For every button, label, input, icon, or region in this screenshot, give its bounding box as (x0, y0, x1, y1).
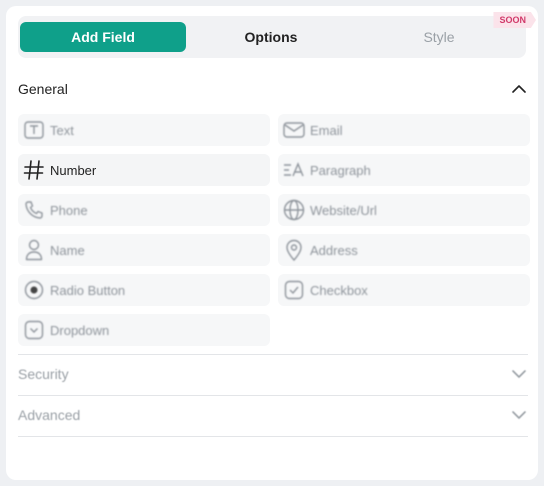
person-icon (22, 238, 46, 262)
paragraph-icon (282, 158, 306, 182)
field-radio-button[interactable]: Radio Button (18, 274, 270, 306)
field-label: Phone (50, 202, 88, 218)
location-pin-icon (282, 238, 306, 262)
field-number[interactable]: Number (18, 154, 270, 186)
tab-style[interactable]: Style (423, 29, 455, 45)
globe-icon (282, 198, 306, 222)
general-section-header[interactable]: General (18, 69, 526, 109)
chevron-up-icon (512, 85, 526, 93)
checkbox-icon (282, 278, 306, 302)
field-label: Text (50, 122, 74, 138)
security-section-title: Security (18, 366, 69, 382)
field-label: Website/Url (310, 202, 377, 218)
security-section-header[interactable]: Security (18, 354, 526, 394)
advanced-section-header[interactable]: Advanced (18, 395, 526, 435)
chevron-down-icon (512, 370, 526, 378)
field-name[interactable]: Name (18, 234, 270, 266)
radio-icon (22, 278, 46, 302)
envelope-icon (282, 118, 306, 142)
field-label: Dropdown (50, 322, 110, 338)
field-label: Number (50, 162, 97, 178)
field-text[interactable]: Text (18, 114, 270, 146)
phone-icon (22, 198, 46, 222)
text-box-icon (22, 118, 46, 142)
field-label: Checkbox (310, 282, 368, 298)
divider (18, 354, 528, 355)
chevron-down-icon (512, 411, 526, 419)
advanced-section-title: Advanced (18, 407, 81, 423)
field-website-url[interactable]: Website/Url (278, 194, 530, 226)
field-label: Radio Button (50, 282, 126, 298)
hash-icon (22, 158, 46, 182)
field-label: Address (310, 242, 358, 258)
add-field-panel: Add Field Options Style SOON General Tex… (6, 6, 538, 480)
divider (18, 436, 528, 437)
divider (18, 395, 528, 396)
soon-badge: SOON (493, 12, 536, 28)
field-email[interactable]: Email (278, 114, 530, 146)
field-address[interactable]: Address (278, 234, 530, 266)
dropdown-icon (22, 318, 46, 342)
tab-bar: Add Field Options Style SOON (18, 12, 536, 58)
general-section-title: General (18, 81, 68, 97)
field-paragraph[interactable]: Paragraph (278, 154, 530, 186)
field-phone[interactable]: Phone (18, 194, 270, 226)
tab-options[interactable]: Options (244, 29, 298, 45)
field-dropdown[interactable]: Dropdown (18, 314, 270, 346)
field-label: Name (50, 242, 85, 258)
field-checkbox[interactable]: Checkbox (278, 274, 530, 306)
tab-add-field[interactable]: Add Field (20, 22, 186, 52)
field-label: Paragraph (310, 162, 371, 178)
field-label: Email (310, 122, 343, 138)
